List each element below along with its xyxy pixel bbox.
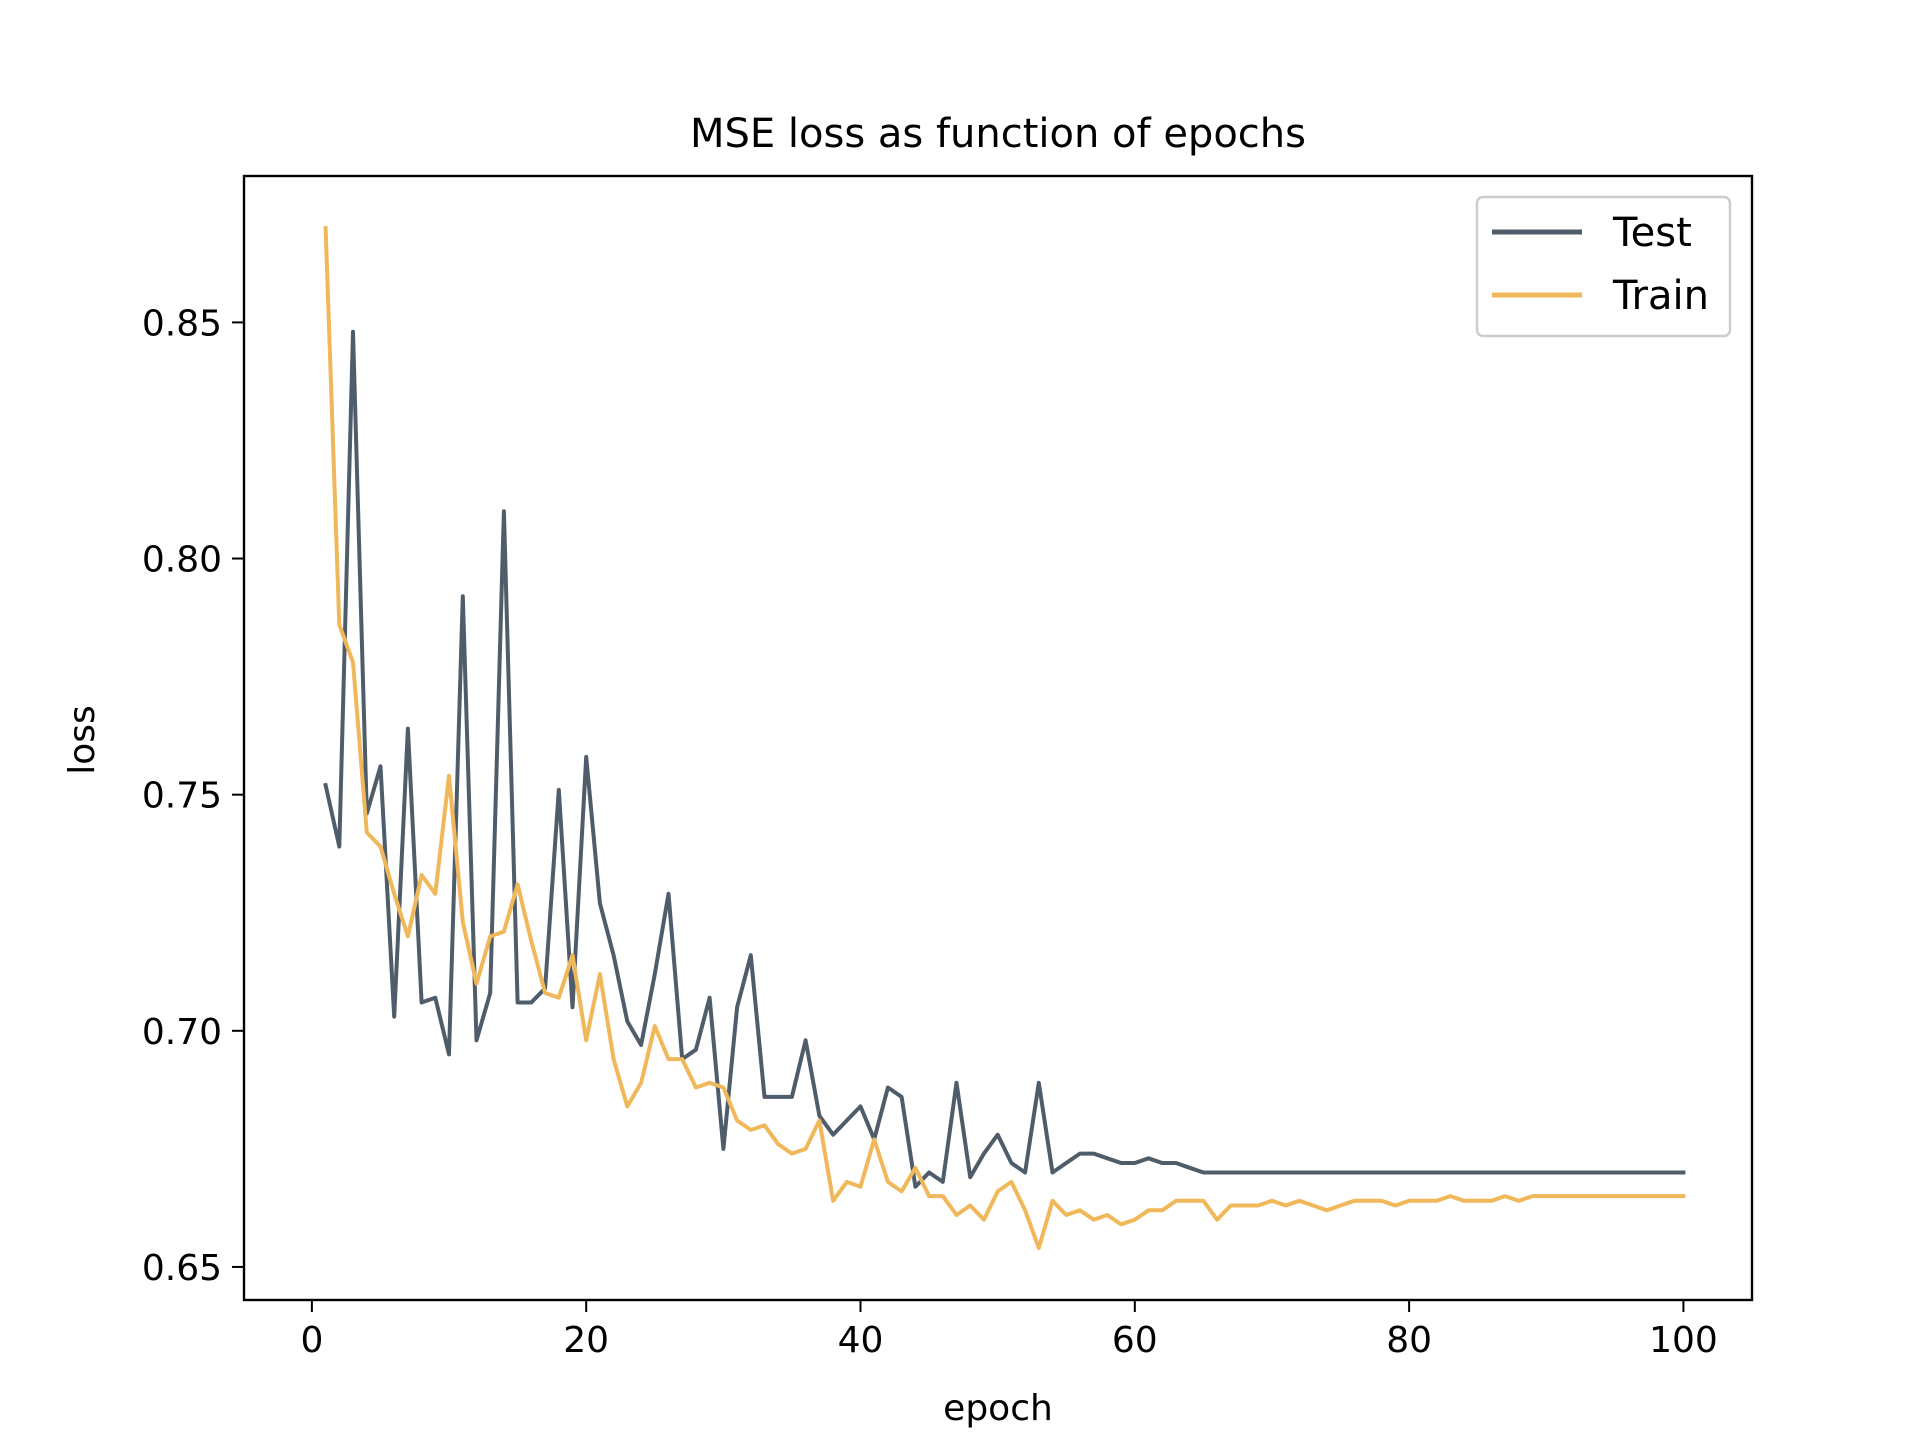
x-ticks: 0 20 40 60 80 100	[300, 1300, 1718, 1361]
x-tick-label: 0	[300, 1320, 323, 1361]
x-tick-label: 20	[563, 1320, 609, 1361]
y-tick-label: 0.85	[142, 303, 222, 344]
series-layer	[323, 225, 1686, 1251]
x-axis-label: epoch	[943, 1388, 1053, 1429]
legend: Test Train	[1475, 195, 1732, 338]
x-tick-label: 80	[1386, 1320, 1432, 1361]
series-line-train	[323, 225, 1686, 1251]
x-tick-label: 60	[1112, 1320, 1158, 1361]
axes-frame	[242, 174, 1754, 1302]
chart-title: MSE loss as function of epochs	[690, 111, 1306, 157]
y-tick-label: 0.70	[142, 1012, 222, 1053]
y-tick-label: 0.75	[142, 776, 222, 817]
plot-area: 0 20 40 60 80 100 0.65 0.70 0.75 0.80 0.85	[142, 174, 1754, 1361]
y-tick-label: 0.80	[142, 540, 222, 581]
y-ticks: 0.65 0.70 0.75 0.80 0.85	[142, 303, 244, 1289]
x-tick-label: 100	[1649, 1320, 1718, 1361]
x-tick-label: 40	[838, 1320, 884, 1361]
series-line-test	[323, 329, 1686, 1189]
legend-label-train: Train	[1612, 273, 1709, 319]
y-tick-label: 0.65	[142, 1248, 222, 1289]
y-axis-label: loss	[62, 705, 103, 775]
legend-label-test: Test	[1612, 210, 1692, 256]
